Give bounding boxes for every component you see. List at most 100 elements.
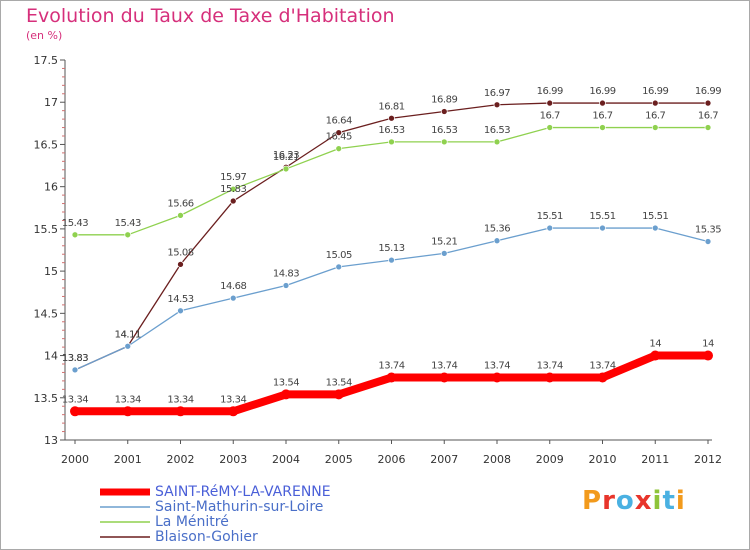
data-label: 15.66 (167, 198, 193, 209)
data-point (492, 372, 502, 383)
data-point (281, 389, 291, 400)
data-point (177, 212, 184, 219)
data-label: 16.7 (540, 111, 560, 122)
data-label: 16.81 (378, 101, 404, 112)
data-label: 14.11 (115, 329, 141, 340)
data-label: 13.74 (537, 361, 563, 372)
chart-title: Evolution du Taux de Taxe d'Habitation (26, 5, 395, 27)
data-label: 16.99 (589, 86, 615, 97)
y-tick-label: 17.5 (34, 54, 59, 67)
data-label: 16.23 (273, 150, 299, 161)
data-label: 16.7 (698, 111, 718, 122)
data-point (439, 372, 450, 383)
data-point (229, 294, 237, 302)
data-label: 15.51 (642, 211, 668, 222)
data-point (546, 124, 554, 131)
data-label: 16.21 (273, 152, 299, 163)
data-point (440, 138, 448, 146)
data-point (70, 406, 80, 417)
data-label: 13.34 (220, 394, 246, 405)
data-point (599, 224, 606, 232)
data-label: 14.68 (220, 281, 246, 292)
data-point (122, 406, 133, 417)
y-tick-label: 14 (44, 350, 58, 363)
data-point (388, 138, 395, 146)
data-label: 16.99 (695, 86, 721, 97)
data-label: 15.43 (62, 218, 88, 229)
data-point (124, 342, 132, 350)
data-point (546, 99, 554, 107)
x-tick-label: 2011 (641, 453, 669, 466)
data-point (599, 99, 606, 107)
data-label: 13.83 (62, 353, 88, 364)
data-label: 13.74 (484, 361, 510, 372)
data-label: 16.99 (537, 86, 563, 97)
data-point (335, 263, 343, 271)
legend-label: Blaison-Gohier (155, 529, 258, 545)
data-label: 14.53 (167, 294, 193, 305)
data-label: 15.36 (484, 224, 510, 235)
data-label: 13.54 (273, 377, 299, 388)
data-label: 15.51 (589, 211, 615, 222)
data-label: 15.43 (115, 218, 141, 229)
data-point (335, 129, 343, 136)
x-tick-label: 2002 (167, 453, 195, 466)
x-tick-label: 2007 (430, 453, 458, 466)
data-point (703, 350, 713, 361)
data-label: 15.13 (378, 243, 404, 254)
data-label: 16.64 (326, 116, 352, 127)
data-point (546, 224, 554, 232)
data-label: 16.97 (484, 88, 510, 99)
data-point (282, 165, 290, 173)
data-point (388, 114, 395, 122)
data-label: 16.89 (431, 95, 457, 106)
data-label: 16.53 (484, 125, 510, 136)
x-tick-label: 2012 (694, 453, 722, 466)
chart-subtitle: (en %) (26, 29, 63, 42)
data-point (333, 389, 344, 400)
data-label: 15.21 (431, 236, 457, 247)
data-point (704, 99, 712, 107)
data-point (335, 145, 343, 153)
data-point (651, 224, 659, 232)
data-point (175, 406, 186, 417)
data-point (177, 307, 184, 315)
data-label: 13.34 (115, 394, 141, 405)
data-point (177, 261, 184, 268)
x-tick-label: 2005 (325, 453, 353, 466)
data-label: 15.51 (537, 211, 563, 222)
data-point (386, 372, 397, 383)
legend-label: La Ménitré (155, 514, 229, 530)
data-point (440, 108, 448, 115)
x-tick-label: 2006 (378, 453, 406, 466)
data-label: 16.7 (645, 111, 665, 122)
data-point (71, 366, 79, 374)
y-tick-label: 16 (44, 181, 58, 194)
data-point (599, 124, 606, 131)
data-label: 15.08 (167, 247, 193, 258)
x-tick-label: 2010 (589, 453, 617, 466)
data-point (651, 99, 659, 107)
x-tick-label: 2008 (483, 453, 511, 466)
data-label: 16.7 (592, 111, 612, 122)
data-point (493, 101, 501, 109)
data-label: 16.45 (326, 132, 352, 143)
y-tick-label: 17 (44, 96, 58, 109)
data-label: 16.53 (378, 125, 404, 136)
data-point (650, 350, 661, 361)
data-label: 13.34 (167, 394, 193, 405)
data-label: 15.97 (220, 172, 246, 183)
x-tick-label: 2009 (536, 453, 564, 466)
data-point (704, 124, 712, 131)
x-tick-label: 2004 (272, 453, 300, 466)
y-tick-label: 16.5 (34, 138, 59, 151)
data-point (124, 231, 132, 239)
legend-label: Saint-Mathurin-sur-Loire (155, 499, 324, 515)
data-point (228, 406, 239, 417)
data-label: 13.74 (589, 361, 615, 372)
y-tick-label: 13 (44, 434, 58, 447)
data-label: 16.53 (431, 125, 457, 136)
y-tick-label: 13.5 (34, 392, 59, 405)
data-label: 15.83 (220, 184, 246, 195)
